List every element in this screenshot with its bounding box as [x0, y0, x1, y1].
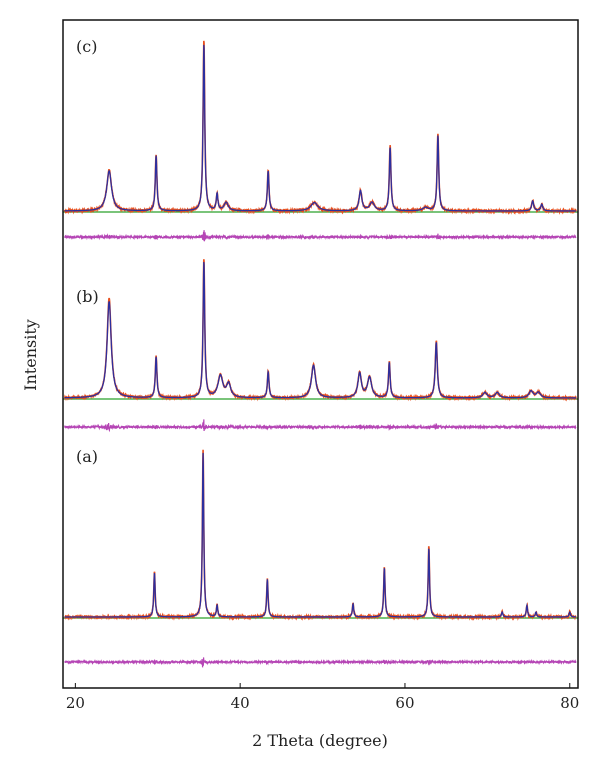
plot-frame: [62, 19, 579, 689]
observed-pattern: [63, 40, 577, 216]
x-tick-label: 60: [395, 694, 414, 712]
panel-label: (c): [76, 37, 97, 56]
x-axis-title: 2 Theta (degree): [252, 731, 388, 750]
difference-curve: [64, 230, 577, 242]
x-tick-label: 20: [66, 694, 85, 712]
x-ticks: 20 40 60 80: [66, 683, 579, 712]
panel-a: (a): [63, 447, 578, 668]
calculated-pattern: [64, 452, 577, 618]
panels-layer: (c) (b) (a): [63, 37, 578, 668]
difference-curve: [64, 419, 577, 433]
panel-label: (a): [76, 447, 98, 466]
observed-pattern: [64, 449, 577, 621]
x-tick-label: 80: [560, 694, 579, 712]
observed-pattern: [63, 259, 577, 402]
x-tick-label: 40: [231, 694, 250, 712]
calculated-pattern: [64, 44, 577, 212]
panel-label: (b): [76, 287, 99, 306]
panel-b: (b): [63, 259, 578, 433]
calculated-pattern: [64, 261, 577, 399]
difference-curve: [64, 657, 577, 668]
y-axis-title: Intensity: [21, 319, 40, 391]
panel-c: (c): [63, 37, 578, 242]
